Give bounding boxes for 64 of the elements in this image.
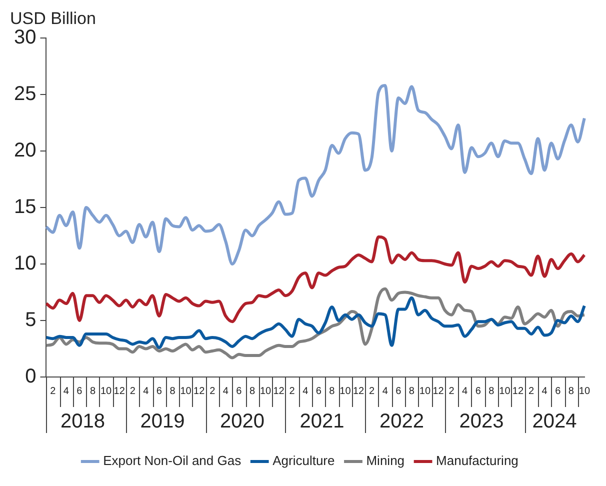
x-tick-label: 8 [408, 386, 415, 397]
x-tick-label: 10 [180, 386, 192, 397]
text: 2021 [300, 410, 344, 433]
x-tick-label: 2 [210, 386, 216, 397]
x-tick-label: 10 [260, 386, 272, 397]
x-tick-label: 2 [289, 386, 296, 397]
x-tick-label: 8 [329, 386, 336, 397]
x-tick-label: 2 [130, 386, 136, 397]
x-tick-label: 8 [90, 386, 96, 397]
x-tick-label: 12 [432, 386, 444, 397]
x-tick-label: 10 [419, 386, 431, 397]
x-tick-label: 4 [143, 386, 150, 397]
x-tick-label: 10 [499, 386, 511, 397]
text: 2019 [140, 410, 185, 433]
x-tick-label: 8 [170, 386, 176, 397]
x-tick-label: 6 [555, 386, 562, 397]
x-tick-label: 8 [249, 386, 256, 397]
y-axis-title: USD Billion [10, 9, 96, 28]
x-tick-label: 8 [568, 386, 574, 397]
x-tick-label: 12 [273, 386, 285, 397]
x-tick-label: 4 [382, 386, 388, 397]
text: 2020 [220, 410, 265, 433]
x-tick-label: 6 [156, 386, 162, 397]
x-tick-label: 6 [236, 386, 242, 397]
x-tick-label: 12 [194, 386, 206, 397]
text: 2018 [60, 410, 106, 433]
x-tick-label: 4 [222, 386, 229, 397]
x-tick-label: 4 [63, 386, 70, 397]
x-tick-label: 6 [475, 386, 482, 397]
line-series [44, 235, 586, 324]
y-tick-label: 5 [25, 309, 36, 332]
legend-label: Manufacturing [436, 453, 518, 468]
x-tick-label: 12 [352, 386, 365, 397]
legend-label: Agriculture [272, 453, 335, 468]
y-tick-label: 25 [14, 83, 36, 106]
x-tick-label: 12 [114, 386, 126, 397]
legend-label: Mining [366, 453, 405, 468]
x-tick-label: 10 [578, 386, 590, 397]
x-tick-label: 2 [528, 386, 534, 397]
y-tick-label: 10 [14, 252, 36, 275]
line-series [44, 296, 586, 350]
x-tick-label: 6 [76, 386, 83, 397]
legend-label: Export Non-Oil and Gas [103, 453, 242, 468]
text: 2023 [459, 410, 504, 433]
y-tick-label: 20 [14, 140, 36, 162]
x-tick-label: 8 [488, 386, 495, 397]
x-tick-label: 6 [396, 386, 402, 397]
x-tick-label: 4 [302, 386, 309, 397]
x-tick-label: 12 [512, 386, 524, 397]
line-series [44, 84, 586, 266]
x-tick-label: 2 [50, 386, 56, 397]
x-tick-label: 6 [316, 386, 322, 397]
y-tick-label: 30 [14, 26, 36, 49]
text: 2022 [379, 410, 424, 433]
y-tick-label: 0 [25, 366, 36, 388]
y-tick-label: 15 [14, 196, 36, 218]
x-tick-label: 10 [340, 386, 352, 397]
x-tick-label: 2 [369, 386, 376, 397]
x-tick-label: 4 [462, 386, 468, 397]
x-tick-label: 4 [542, 386, 548, 397]
x-tick-label: 10 [100, 386, 112, 397]
line-series [44, 287, 586, 360]
x-tick-label: 2 [448, 386, 455, 397]
text: 2024 [532, 410, 577, 433]
